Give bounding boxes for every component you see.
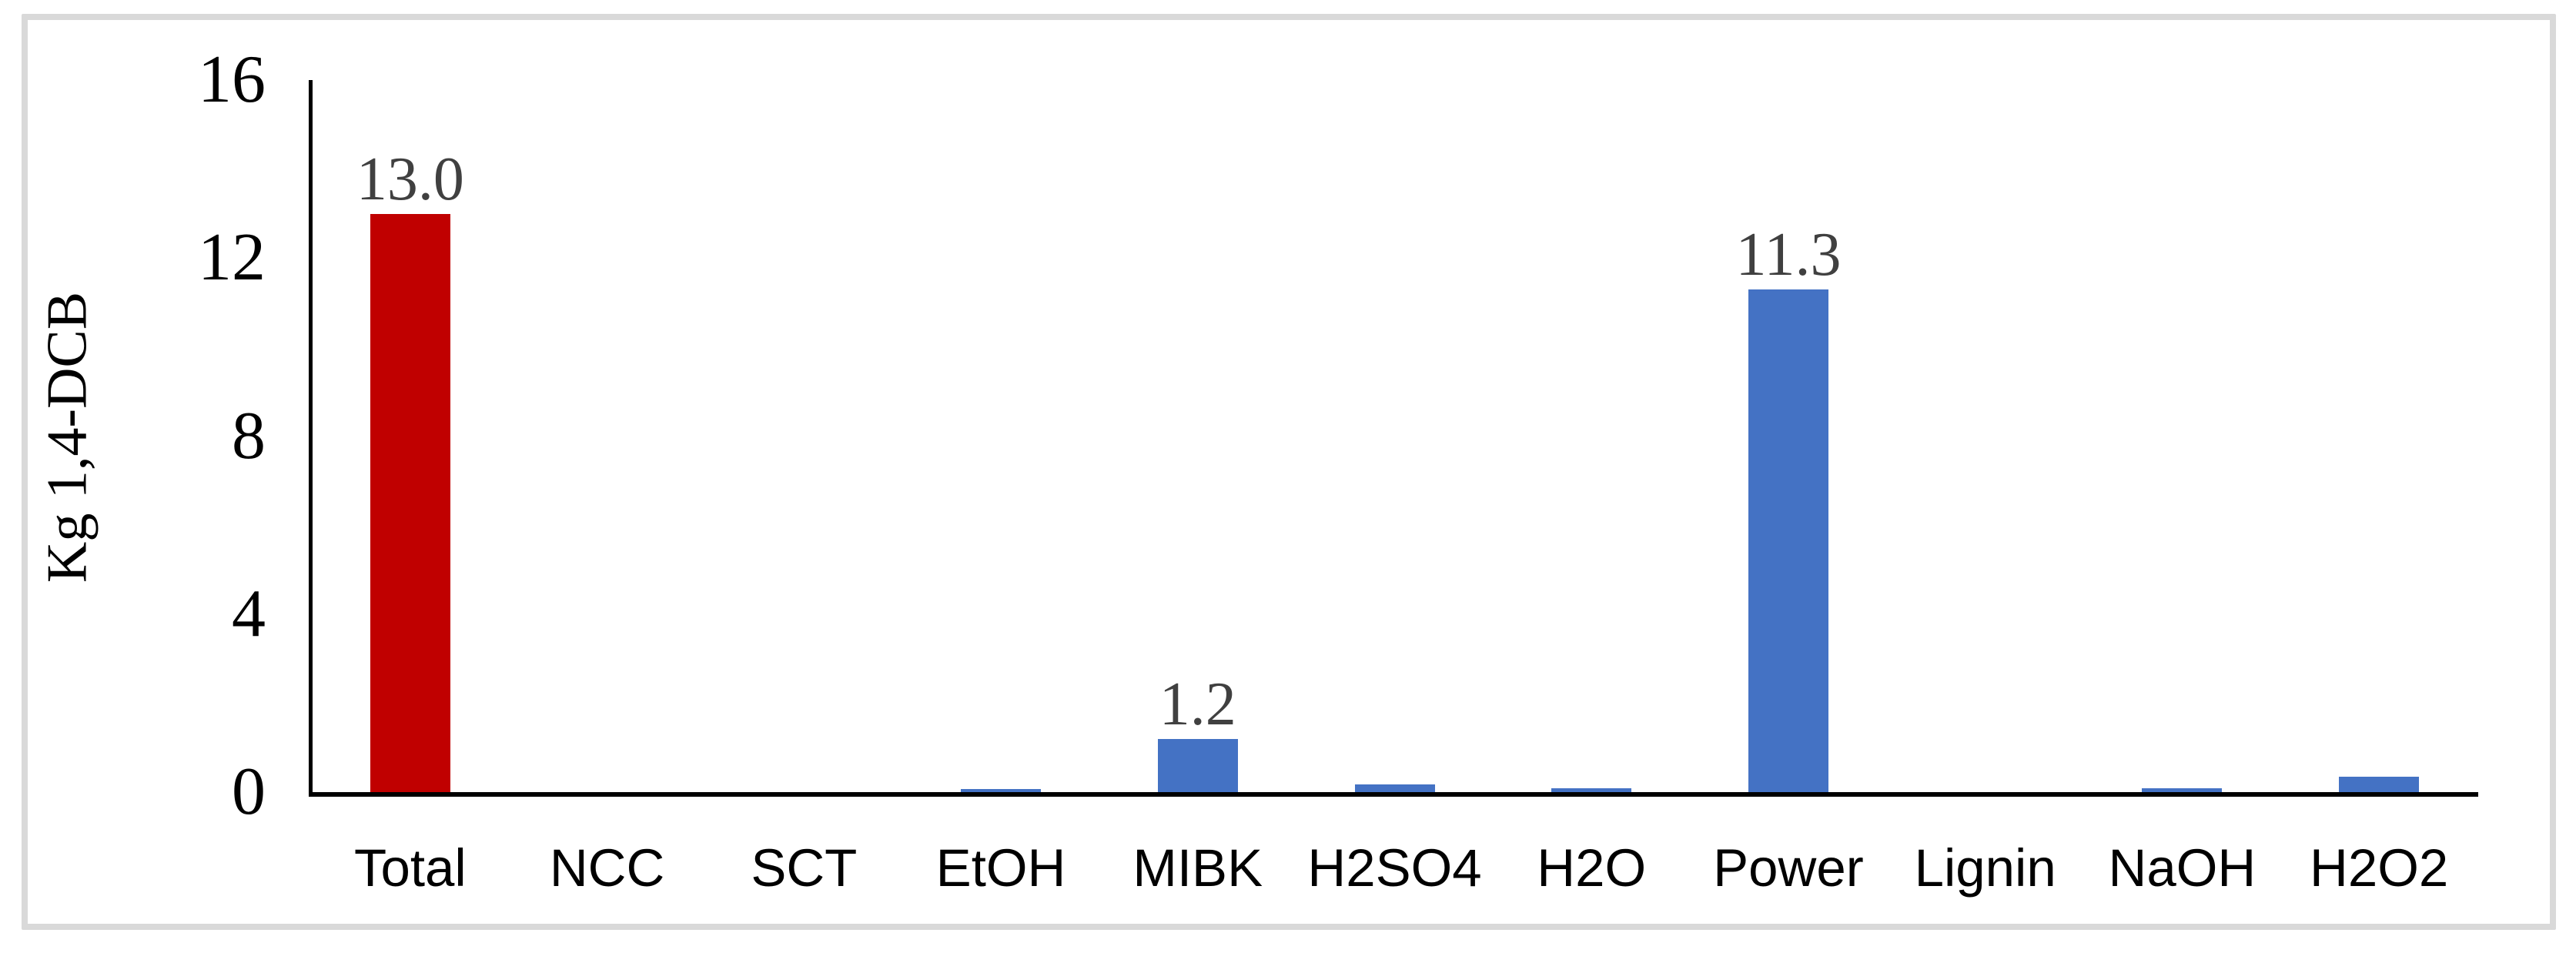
x-axis-category-label: H2SO4 xyxy=(1307,838,1482,898)
bar-total xyxy=(370,213,450,792)
bar-value-label: 11.3 xyxy=(1735,220,1842,289)
bar-etoh xyxy=(961,788,1042,792)
x-axis-category-label: MIBK xyxy=(1132,838,1263,898)
x-axis-category-label: H2O xyxy=(1537,838,1647,898)
y-tick-label: 0 xyxy=(232,754,266,829)
x-axis-line xyxy=(309,792,2478,797)
bar-value-label: 1.2 xyxy=(1159,670,1236,738)
y-tick-label: 16 xyxy=(198,42,266,118)
x-axis-category-label: Lignin xyxy=(1914,838,2056,898)
bar-h2so4 xyxy=(1354,784,1435,792)
x-axis-category-label: H2O2 xyxy=(2310,838,2449,898)
bar-h2o2 xyxy=(2339,776,2420,792)
x-axis-category-label: Power xyxy=(1713,838,1864,898)
y-tick-label: 12 xyxy=(198,220,266,296)
x-axis-category-label: NCC xyxy=(549,838,665,898)
bar-value-label: 13.0 xyxy=(356,145,464,213)
y-tick-label: 4 xyxy=(232,576,266,651)
x-axis-category-label: NaOH xyxy=(2108,838,2257,898)
y-tick-label: 8 xyxy=(232,398,266,473)
bar-naoh xyxy=(2142,788,2223,792)
x-axis-category-label: EtOH xyxy=(935,838,1066,898)
bar-h2o xyxy=(1551,787,1632,792)
bar-power xyxy=(1748,289,1828,792)
x-axis-category-label: SCT xyxy=(751,838,858,898)
y-axis-line xyxy=(309,80,313,797)
bar-mibk xyxy=(1157,738,1238,792)
x-axis-category-label: Total xyxy=(353,838,467,898)
